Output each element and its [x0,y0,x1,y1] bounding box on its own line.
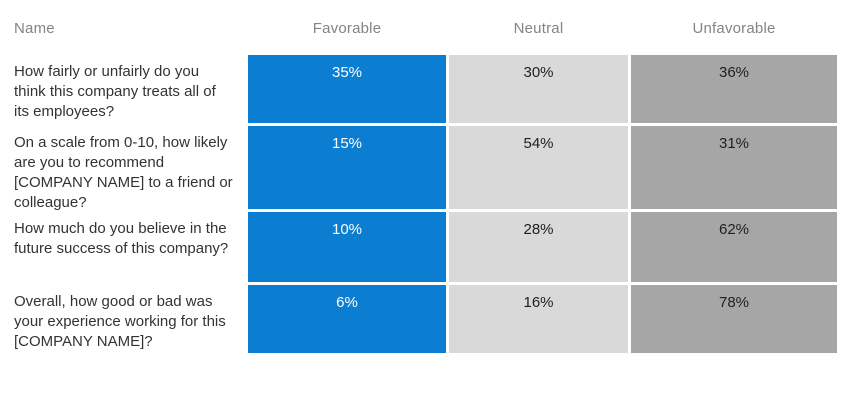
column-header-unfavorable: Unfavorable [692,20,776,37]
unfavorable-value-cell: 78% [631,285,837,353]
unfavorable-value-cell: 36% [631,55,837,123]
question-label: Overall, how good or bad was your experi… [14,293,226,350]
question-label: How fairly or unfairly do you think this… [14,63,216,120]
column-header-neutral: Neutral [513,20,564,37]
question-label: How much do you believe in the future su… [14,220,229,257]
favorable-value-cell: 6% [248,285,446,353]
favorable-value-cell: 10% [248,212,446,282]
neutral-value-cell: 28% [449,212,628,282]
column-header-favorable: Favorable [312,20,382,37]
neutral-value-cell: 30% [449,55,628,123]
unfavorable-value-cell: 31% [631,126,837,209]
survey-results-table: Name Favorable Neutral Unfavorable How f… [14,0,837,353]
unfavorable-value-cell: 62% [631,212,837,282]
neutral-value-cell: 54% [449,126,628,209]
question-label: On a scale from 0-10, how likely are you… [14,134,233,211]
favorable-value-cell: 15% [248,126,446,209]
neutral-value-cell: 16% [449,285,628,353]
favorable-value-cell: 35% [248,55,446,123]
column-header-name: Name [14,20,55,37]
